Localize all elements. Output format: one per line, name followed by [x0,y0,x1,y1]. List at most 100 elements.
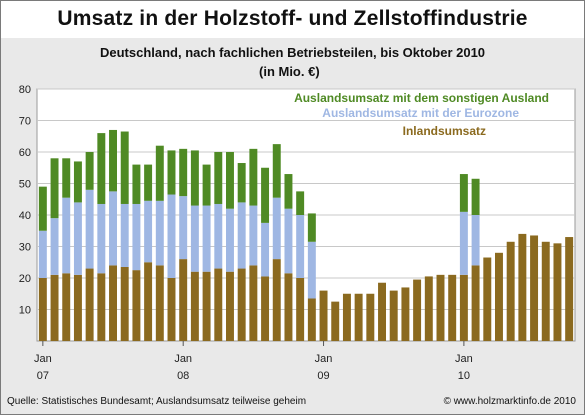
bar-segment-series-0 [132,270,141,342]
bar-segment-series-0 [436,274,445,341]
bar-segment-series-0 [296,278,305,341]
bar-segment-series-0 [518,233,527,341]
bar-segment-series-0 [120,266,129,341]
bar-segment-series-0 [401,287,410,341]
bar-segment-series-0 [342,293,351,341]
bar-segment-series-0 [530,235,539,341]
bar-segment-series-0 [38,278,47,341]
bar-segment-series-2 [237,163,246,203]
bar-segment-series-1 [38,230,47,278]
bar-segment-series-2 [167,150,176,195]
y-tick-label: 80 [19,84,31,96]
bar-segment-series-1 [73,202,82,275]
bar-segment-series-0 [179,259,188,341]
bar-segment-series-0 [553,243,562,341]
bar-segment-series-0 [565,237,574,341]
bar-segment-series-2 [190,150,199,206]
bar-segment-series-1 [120,203,129,267]
bar-segment-series-2 [109,129,117,192]
bar-segment-series-0 [237,268,246,341]
y-tick-label: 70 [19,116,31,128]
bar-segment-series-0 [155,265,164,341]
bar-segment-series-0 [483,257,492,341]
x-tick-month-label: Jan [315,353,333,365]
y-axis: 10 20 30 40 50 60 70 80 [19,84,31,317]
bar-segment-series-2 [202,164,211,206]
bar-segment-series-0 [413,279,422,341]
bar-segment-series-1 [144,200,153,263]
bar-segment-series-2 [249,148,258,206]
bar-segment-series-0 [307,298,316,341]
y-tick-label: 20 [19,273,31,285]
bar-segment-series-0 [190,271,199,341]
bar-segment-series-0 [319,290,328,341]
bar-segment-series-0 [226,271,234,341]
x-tick-month-label: Jan [455,353,473,365]
legend-entry: Auslandsumsatz mit dem sonstigen Ausland [294,91,549,105]
bar-segment-series-0 [202,271,211,341]
bar-segment-series-0 [272,259,281,341]
stacked-bar-chart: 10 20 30 40 50 60 70 80 Jan 07 Jan 08 Jan 09 Jan 10 Au… [19,84,576,382]
bar-segment-series-1 [249,205,258,266]
x-tick-year-label: 09 [317,370,329,382]
bar-segment-series-0 [424,276,433,341]
bar-segment-series-1 [284,208,293,274]
bar-segment-series-0 [389,290,398,341]
bar-segment-series-0 [214,268,223,341]
bar-segment-series-0 [85,268,94,341]
bar-segment-series-2 [459,174,468,212]
x-tick-year-label: 08 [177,370,189,382]
bar-segment-series-2 [50,158,59,219]
x-axis: Jan 07 Jan 08 Jan 09 Jan 10 [34,341,473,382]
bar-segment-series-2 [307,213,316,242]
bar-segment-series-1 [50,218,59,275]
bar-segment-series-2 [471,178,480,215]
bar-segment-series-0 [249,265,258,341]
x-tick-month-label: Jan [34,353,52,365]
chart-subtitle: Deutschland, nach fachlichen Betriebstei… [99,45,486,60]
y-tick-label: 10 [19,305,31,317]
bar-segment-series-1 [85,189,94,269]
bar-segment-series-2 [144,164,153,201]
bar-segment-series-2 [38,186,47,231]
bar-segment-series-1 [459,211,468,275]
bar-segment-series-0 [261,276,270,341]
bar-segment-series-2 [155,145,164,201]
bar-segment-series-2 [261,167,270,223]
bar-segment-series-1 [132,203,141,271]
bar-segment-series-0 [495,252,503,341]
bar-segment-series-1 [97,203,106,274]
bar-segment-series-0 [144,262,153,341]
bar-segment-series-2 [73,161,82,203]
x-tick-month-label: Jan [174,353,192,365]
bar-segment-series-1 [307,241,316,299]
bar-segment-series-2 [132,164,141,204]
bar-segment-series-0 [331,301,340,342]
chart-title: Umsatz in der Holzstoff- und Zellstoffin… [57,7,528,30]
bar-segment-series-0 [471,265,480,341]
bar-segment-series-2 [272,144,281,198]
chart-unit: (in Mio. €) [259,64,320,79]
x-tick-year-label: 07 [37,370,49,382]
bar-segment-series-0 [62,273,71,341]
bar-segment-series-1 [272,197,281,260]
bar-segment-series-0 [366,293,375,341]
bar-segment-series-1 [214,203,223,269]
bar-segment-series-0 [97,273,106,341]
bars [38,129,574,342]
bar-segment-series-1 [109,191,117,266]
bar-segment-series-1 [179,196,188,260]
bar-segment-series-2 [284,174,293,209]
y-tick-label: 30 [19,242,31,254]
bar-segment-series-0 [354,293,363,341]
bar-segment-series-0 [378,282,386,341]
bar-segment-series-0 [459,274,468,341]
bar-segment-series-0 [167,278,176,341]
bar-segment-series-2 [179,148,188,197]
bar-segment-series-2 [85,152,94,190]
bar-segment-series-1 [202,205,211,272]
y-tick-label: 50 [19,179,31,191]
bar-segment-series-2 [97,133,106,204]
bar-segment-series-2 [62,158,71,198]
